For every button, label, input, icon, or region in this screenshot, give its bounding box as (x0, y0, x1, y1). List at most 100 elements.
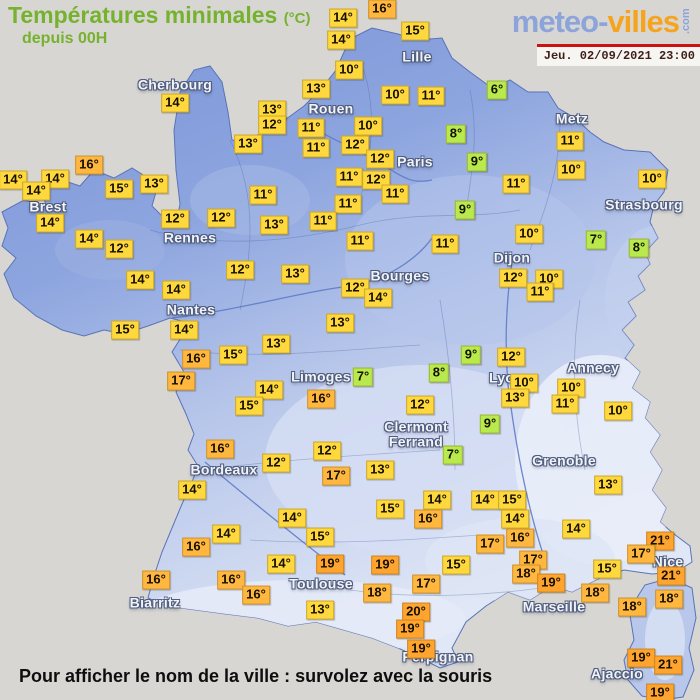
temp-badge[interactable]: 10° (335, 60, 363, 80)
temp-badge[interactable]: 14° (471, 490, 499, 510)
temp-badge[interactable]: 7° (585, 230, 607, 250)
temp-badge[interactable]: 7° (442, 445, 464, 465)
temp-badge[interactable]: 18° (512, 564, 540, 584)
temp-badge[interactable]: 15° (105, 179, 133, 199)
temp-badge[interactable]: 14° (22, 181, 50, 201)
temp-badge[interactable]: 7° (352, 367, 374, 387)
temp-badge[interactable]: 13° (326, 313, 354, 333)
temp-badge[interactable]: 8° (445, 124, 467, 144)
temp-badge[interactable]: 19° (537, 573, 565, 593)
temp-badge[interactable]: 9° (454, 200, 476, 220)
temp-badge[interactable]: 14° (255, 380, 283, 400)
temp-badge[interactable]: 14° (562, 519, 590, 539)
temp-badge[interactable]: 15° (219, 345, 247, 365)
temp-badge[interactable]: 18° (581, 583, 609, 603)
temp-badge[interactable]: 14° (278, 508, 306, 528)
temp-badge[interactable]: 12° (406, 395, 434, 415)
temp-badge[interactable]: 14° (0, 170, 27, 190)
temp-badge[interactable]: 15° (306, 527, 334, 547)
temp-badge[interactable]: 11° (335, 167, 363, 187)
temp-badge[interactable]: 19° (396, 619, 424, 639)
temp-badge[interactable]: 15° (111, 320, 139, 340)
temp-badge[interactable]: 16° (414, 509, 442, 529)
temp-badge[interactable]: 6° (486, 80, 508, 100)
temp-badge[interactable]: 19° (627, 648, 655, 668)
temp-badge[interactable]: 11° (551, 394, 579, 414)
temp-badge[interactable]: 11° (309, 211, 337, 231)
temp-badge[interactable]: 12° (105, 239, 133, 259)
temp-badge[interactable]: 19° (316, 554, 344, 574)
temp-badge[interactable]: 13° (302, 79, 330, 99)
temp-badge[interactable]: 11° (302, 138, 330, 158)
temp-badge[interactable]: 12° (341, 278, 369, 298)
temp-badge[interactable]: 16° (506, 528, 534, 548)
temp-badge[interactable]: 17° (167, 371, 195, 391)
meteo-villes-logo[interactable]: meteo-villes.com (512, 4, 692, 40)
temp-badge[interactable]: 12° (226, 260, 254, 280)
temp-badge[interactable]: 8° (628, 238, 650, 258)
temp-badge[interactable]: 13° (306, 600, 334, 620)
temp-badge[interactable]: 13° (262, 334, 290, 354)
temp-badge[interactable]: 10° (354, 116, 382, 136)
temp-badge[interactable]: 9° (460, 345, 482, 365)
temp-badge[interactable]: 16° (182, 349, 210, 369)
temp-badge[interactable]: 16° (75, 155, 103, 175)
temp-badge[interactable]: 12° (497, 347, 525, 367)
temp-badge[interactable]: 16° (242, 585, 270, 605)
temp-badge[interactable]: 16° (217, 570, 245, 590)
temp-badge[interactable]: 12° (161, 209, 189, 229)
temp-badge[interactable]: 11° (417, 86, 445, 106)
temp-badge[interactable]: 15° (401, 21, 429, 41)
temp-badge[interactable]: 19° (646, 683, 674, 700)
temp-badge[interactable]: 13° (140, 174, 168, 194)
temp-badge[interactable]: 20° (402, 602, 430, 622)
temp-badge[interactable]: 21° (654, 655, 682, 675)
temp-badge[interactable]: 14° (126, 270, 154, 290)
temp-badge[interactable]: 16° (206, 439, 234, 459)
temp-badge[interactable]: 12° (366, 149, 394, 169)
temp-badge[interactable]: 11° (381, 184, 409, 204)
temp-badge[interactable]: 18° (655, 589, 683, 609)
temp-badge[interactable]: 13° (594, 475, 622, 495)
temp-badge[interactable]: 11° (526, 282, 554, 302)
temp-badge[interactable]: 17° (627, 544, 655, 564)
temp-badge[interactable]: 14° (162, 280, 190, 300)
temp-badge[interactable]: 14° (161, 93, 189, 113)
temp-badge[interactable]: 14° (327, 30, 355, 50)
temp-badge[interactable]: 13° (366, 460, 394, 480)
temp-badge[interactable]: 13° (260, 215, 288, 235)
temp-badge[interactable]: 11° (502, 174, 530, 194)
temp-badge[interactable]: 15° (376, 499, 404, 519)
temp-badge[interactable]: 14° (75, 229, 103, 249)
temp-badge[interactable]: 14° (212, 524, 240, 544)
temp-badge[interactable]: 11° (346, 231, 374, 251)
temp-badge[interactable]: 11° (556, 131, 584, 151)
temp-badge[interactable]: 11° (431, 234, 459, 254)
temp-badge[interactable]: 19° (371, 555, 399, 575)
temp-badge[interactable]: 13° (234, 134, 262, 154)
temp-badge[interactable]: 21° (657, 566, 685, 586)
temp-badge[interactable]: 15° (442, 555, 470, 575)
temp-badge[interactable]: 14° (501, 509, 529, 529)
temp-badge[interactable]: 17° (476, 534, 504, 554)
temp-badge[interactable]: 18° (363, 583, 391, 603)
temp-badge[interactable]: 18° (618, 597, 646, 617)
temp-badge[interactable]: 10° (604, 401, 632, 421)
temp-badge[interactable]: 10° (515, 224, 543, 244)
temp-badge[interactable]: 10° (557, 160, 585, 180)
temp-badge[interactable]: 12° (499, 268, 527, 288)
temp-badge[interactable]: 9° (479, 414, 501, 434)
temp-badge[interactable]: 10° (638, 169, 666, 189)
temp-badge[interactable]: 12° (207, 208, 235, 228)
temp-badge[interactable]: 12° (258, 115, 286, 135)
temp-badge[interactable]: 13° (281, 264, 309, 284)
temp-badge[interactable]: 14° (170, 320, 198, 340)
temp-badge[interactable]: 9° (466, 152, 488, 172)
temp-badge[interactable]: 12° (262, 453, 290, 473)
temp-badge[interactable]: 11° (297, 118, 325, 138)
temp-badge[interactable]: 16° (182, 537, 210, 557)
temp-badge[interactable]: 16° (368, 0, 396, 19)
temp-badge[interactable]: 19° (407, 639, 435, 659)
temp-badge[interactable]: 17° (322, 466, 350, 486)
temp-badge[interactable]: 8° (428, 363, 450, 383)
